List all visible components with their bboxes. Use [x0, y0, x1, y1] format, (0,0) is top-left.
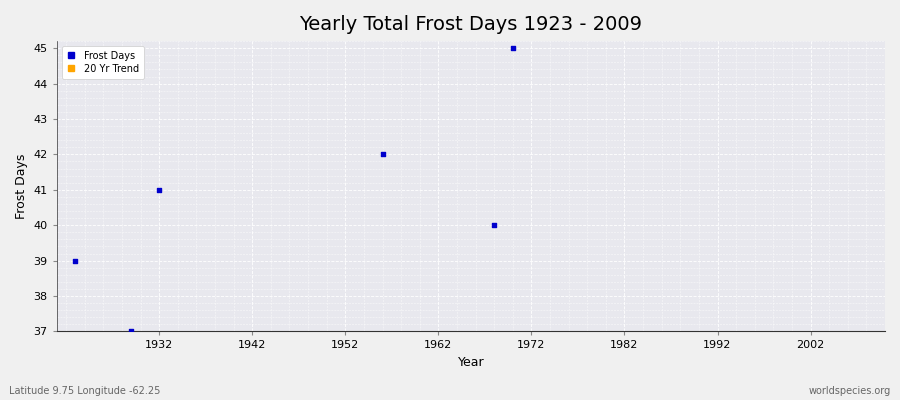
Point: [375, 151, 390, 158]
Text: worldspecies.org: worldspecies.org: [809, 386, 891, 396]
Y-axis label: Frost Days: Frost Days: [15, 154, 28, 219]
Title: Yearly Total Frost Days 1923 - 2009: Yearly Total Frost Days 1923 - 2009: [300, 15, 643, 34]
Point: [506, 45, 520, 51]
Point: [68, 258, 83, 264]
Legend: Frost Days, 20 Yr Trend: Frost Days, 20 Yr Trend: [62, 46, 144, 79]
Point: [124, 328, 139, 335]
Point: [152, 187, 166, 193]
X-axis label: Year: Year: [457, 356, 484, 369]
Point: [487, 222, 501, 228]
Text: Latitude 9.75 Longitude -62.25: Latitude 9.75 Longitude -62.25: [9, 386, 160, 396]
